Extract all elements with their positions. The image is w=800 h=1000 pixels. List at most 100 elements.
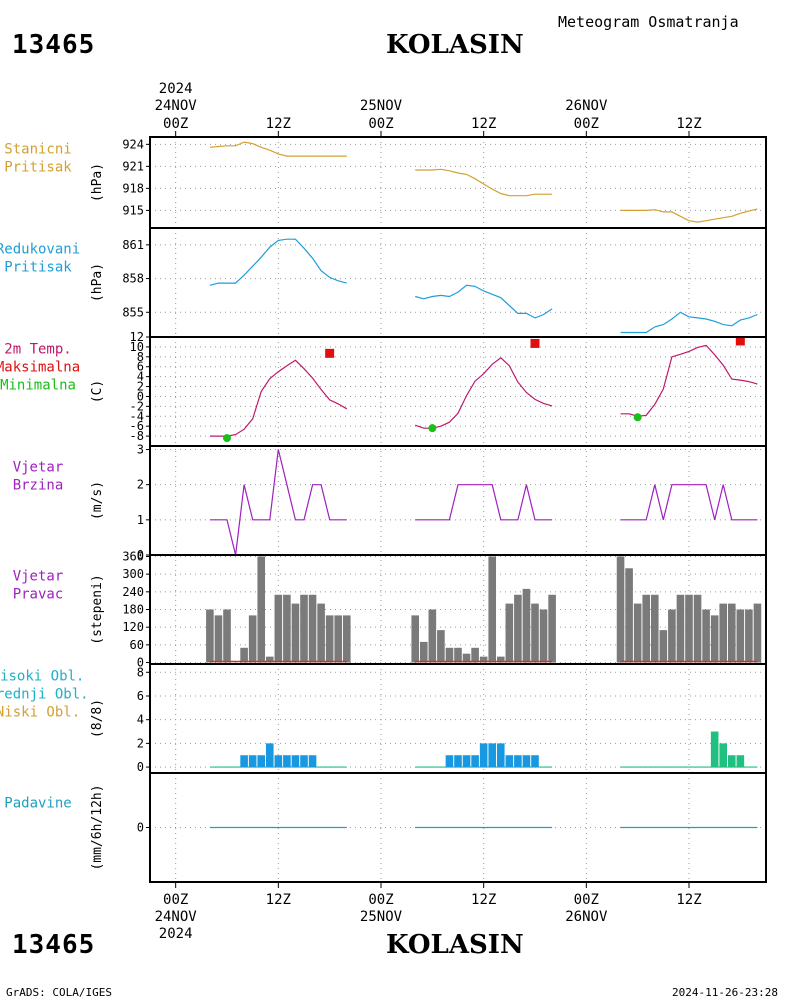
series-line-reduced_pressure — [620, 311, 758, 334]
y-tick-label: 915 — [122, 203, 144, 217]
cloud-bar — [719, 743, 728, 768]
series-line-wind_speed — [209, 449, 347, 556]
direction-bar — [257, 556, 266, 663]
direction-bar — [206, 609, 214, 663]
panel-label: Visoki Obl. — [0, 669, 84, 685]
y-tick-label: 918 — [122, 181, 144, 195]
y-tick-label: 180 — [122, 603, 144, 617]
cloud-bar — [727, 755, 736, 768]
cloud-bar — [291, 755, 300, 768]
top-hour-label: 00Z — [368, 116, 393, 132]
direction-bar — [693, 594, 702, 663]
y-axis-label: (hPa) — [90, 263, 105, 302]
cloud-bar — [479, 743, 488, 768]
panel-label: Vjetar — [13, 569, 64, 585]
bottom-day-label: 26NOV — [565, 909, 608, 925]
cloud-bar — [300, 755, 308, 768]
direction-bar — [753, 603, 762, 663]
bottom-hour-label: 00Z — [163, 892, 188, 908]
y-tick-label: 861 — [122, 238, 144, 252]
y-tick-label: 120 — [122, 620, 144, 634]
top-hour-label: 00Z — [163, 116, 188, 132]
direction-bar — [668, 609, 676, 663]
tmax-marker — [735, 336, 745, 346]
y-axis-label: (m/s) — [90, 481, 105, 520]
y-tick-label: 12 — [130, 330, 144, 344]
y-tick-label: -2 — [130, 399, 144, 413]
y-tick-label: 924 — [122, 137, 144, 151]
tmax-marker — [530, 338, 540, 348]
cloud-bar — [308, 755, 317, 768]
panel-label: Minimalna — [0, 378, 76, 394]
direction-bar — [505, 603, 514, 663]
direction-bar — [650, 594, 659, 663]
bottom-day-label: 25NOV — [360, 909, 403, 925]
station-id-top: 13465 — [12, 30, 96, 60]
direction-bar — [702, 609, 710, 663]
panel-frame-reduced_pressure — [149, 227, 767, 338]
y-axis-label: (mm/6h/12h) — [90, 784, 105, 870]
direction-bar — [437, 630, 445, 663]
cloud-bar — [265, 743, 274, 768]
top-day-label: 25NOV — [360, 98, 403, 114]
y-tick-label: 6 — [137, 360, 144, 374]
series-line-station_pressure — [620, 208, 758, 223]
panel-label: 2m Temp. — [4, 342, 71, 358]
direction-bar — [454, 647, 462, 663]
station-name-bottom: KOLASIN — [386, 930, 524, 960]
direction-bar — [659, 630, 668, 663]
top-year-label: 2024 — [159, 81, 193, 97]
top-hour-label: 00Z — [574, 116, 599, 132]
bottom-hour-label: 00Z — [368, 892, 393, 908]
y-tick-label: 0 — [137, 821, 144, 835]
cloud-bar — [445, 755, 454, 768]
direction-bar — [727, 603, 736, 663]
panel-label: Redukovani — [0, 242, 80, 258]
direction-bar — [488, 556, 497, 663]
panel-label: Padavine — [4, 796, 71, 812]
direction-bar — [539, 609, 548, 663]
cloud-bar — [488, 743, 497, 768]
direction-bar — [317, 603, 325, 663]
station-id-bottom: 13465 — [12, 930, 96, 960]
y-tick-label: 855 — [122, 305, 144, 319]
cloud-bar — [736, 755, 745, 768]
y-axis-label: (stepeni) — [90, 574, 105, 644]
direction-bar — [445, 647, 454, 663]
series-line-temperature — [620, 344, 758, 417]
direction-bar — [419, 641, 428, 663]
y-tick-label: 360 — [122, 549, 144, 563]
direction-bar — [676, 594, 685, 663]
bottom-year-label: 2024 — [159, 926, 193, 942]
direction-bar — [223, 609, 231, 663]
y-tick-label: 2 — [137, 478, 144, 492]
tmax-marker — [325, 348, 335, 358]
y-tick-label: 858 — [122, 272, 144, 286]
panel-label: Niski Obl. — [0, 705, 80, 721]
series-line-reduced_pressure — [209, 238, 347, 286]
panel-frame-precipitation — [149, 772, 767, 883]
top-hour-label: 12Z — [676, 116, 701, 132]
direction-bar — [522, 588, 531, 663]
panel-label: Srednji Obl. — [0, 687, 89, 703]
bottom-hour-label: 12Z — [266, 892, 291, 908]
direction-bar — [283, 594, 291, 663]
direction-bar — [710, 615, 719, 663]
y-axis-label: (8/8) — [90, 699, 105, 738]
cloud-bar — [240, 755, 248, 768]
y-tick-label: 0 — [137, 389, 144, 403]
y-tick-label: 4 — [137, 370, 144, 384]
y-tick-label: 60 — [130, 638, 144, 652]
series-line-wind_speed — [415, 484, 553, 521]
y-tick-label: 0 — [137, 548, 144, 562]
direction-bar — [411, 615, 420, 663]
y-axis-label: (hPa) — [90, 163, 105, 202]
direction-bar — [462, 653, 471, 663]
direction-bar — [308, 594, 317, 663]
y-tick-label: 300 — [122, 567, 144, 581]
series-line-temperature — [415, 357, 553, 429]
top-hour-label: 12Z — [471, 116, 496, 132]
bottom-day-label: 24NOV — [155, 909, 198, 925]
y-tick-label: 8 — [137, 350, 144, 364]
top-day-label: 24NOV — [155, 98, 198, 114]
